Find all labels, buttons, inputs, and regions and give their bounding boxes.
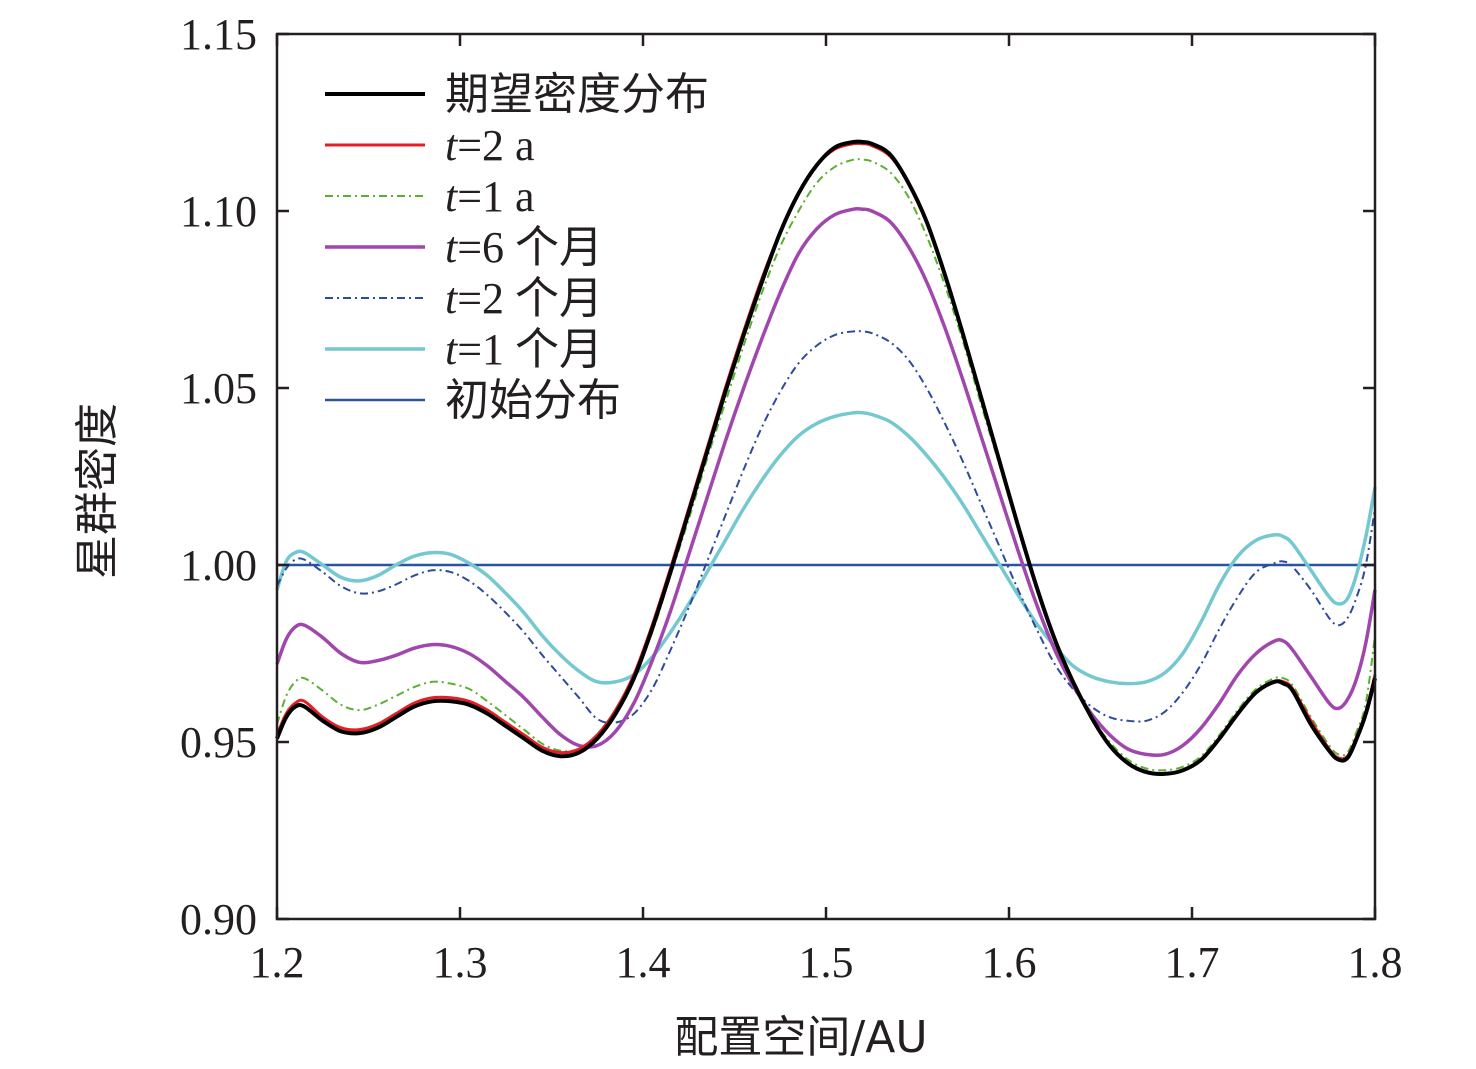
legend-label-text: =1 a (457, 172, 534, 221)
x-tick-label: 1.5 (799, 938, 854, 987)
legend-label-var: t (445, 121, 459, 170)
legend-label: 期望密度分布 (445, 70, 709, 119)
x-tick-label: 1.2 (250, 938, 305, 987)
legend-label-text: =1 个月 (457, 325, 603, 374)
series-line-5 (275, 410, 1377, 686)
x-tick-label: 1.3 (433, 938, 488, 987)
series-line-2 (276, 158, 1376, 772)
legend-label: t=2 个月 (445, 274, 603, 323)
y-tick-label: 0.90 (180, 895, 257, 944)
x-tick-label: 1.7 (1165, 938, 1220, 987)
plot-frame (275, 32, 1377, 921)
legend-label-text: =2 a (457, 121, 534, 170)
legend-label: t=1 个月 (445, 325, 603, 374)
legend-label-var: t (445, 223, 459, 272)
y-tick-label: 1.10 (180, 187, 257, 236)
legend-label: t=1 a (445, 172, 535, 221)
legend-label-text: 期望密度分布 (445, 70, 709, 119)
y-tick-label: 1.05 (180, 364, 257, 413)
legend-label-text: =6 个月 (457, 223, 603, 272)
legend-label-var: t (445, 274, 459, 323)
series-line-1 (275, 141, 1377, 776)
y-tick-label: 1.00 (180, 541, 257, 590)
x-axis-label: 配置空间/AU (674, 1012, 927, 1063)
series-line-4 (276, 330, 1376, 724)
legend-label-var: t (445, 172, 459, 221)
y-axis-label: 星群密度 (72, 403, 123, 579)
legend-label: t=2 a (445, 121, 535, 170)
series-line-0 (275, 139, 1377, 776)
tick-layer: 1.2 1.3 1.4 1.5 1.6 1.7 1.8 0.90 0.95 1.00 1.05 1.1… (180, 10, 1403, 987)
series-layer (275, 139, 1377, 776)
legend-label-text: =2 个月 (457, 274, 603, 323)
x-tick-label: 1.4 (616, 938, 671, 987)
series-line-3 (275, 206, 1377, 758)
y-tick-label: 0.95 (180, 718, 257, 767)
x-tick-label: 1.6 (982, 938, 1037, 987)
legend-label-text: 初始分布 (445, 376, 621, 425)
x-tick-label: 1.8 (1348, 938, 1403, 987)
y-tick-label: 1.15 (180, 10, 257, 59)
legend-label-var: t (445, 325, 459, 374)
legend-label: 初始分布 (445, 376, 621, 425)
legend-label: t=6 个月 (445, 223, 603, 272)
